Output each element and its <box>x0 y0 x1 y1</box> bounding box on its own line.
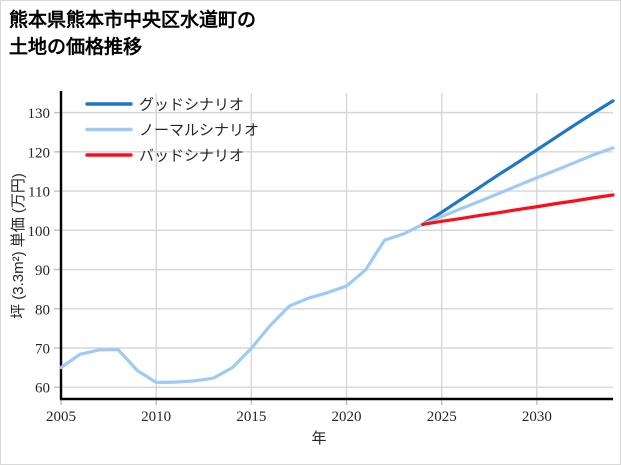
x-axis-title: 年 <box>311 430 326 447</box>
y-tick-label: 120 <box>28 145 51 161</box>
legend-label-2: バッドシナリオ <box>139 149 244 165</box>
y-tick-label: 70 <box>35 342 50 358</box>
x-tick-label: 2030 <box>522 409 552 425</box>
series-line-バッドシナリオ <box>421 193 615 227</box>
x-tick-label: 2025 <box>427 409 457 425</box>
x-tick-label: 2015 <box>236 409 266 425</box>
y-tick-label: 100 <box>28 224 51 240</box>
legend-label-0: グッドシナリオ <box>139 97 244 114</box>
y-axis-title: 坪 (3.3m²) 単価 (万円) <box>10 173 27 319</box>
y-tick-label: 60 <box>35 381 50 397</box>
series-line-グッドシナリオ <box>421 99 615 227</box>
series-line-ノーマルシナリオ <box>59 146 615 385</box>
chart-title: 熊本県熊本市中央区水道町の 土地の価格推移 <box>9 10 257 58</box>
y-tick-label: 80 <box>35 302 50 318</box>
x-tick-label: 2020 <box>332 409 362 425</box>
y-tick-label: 130 <box>28 106 51 122</box>
legend-label-1: ノーマルシナリオ <box>139 123 259 139</box>
x-tick-label: 2005 <box>46 409 76 425</box>
x-tick-label: 2010 <box>141 409 171 425</box>
y-tick-label: 110 <box>28 185 50 201</box>
y-tick-label: 90 <box>35 263 50 279</box>
